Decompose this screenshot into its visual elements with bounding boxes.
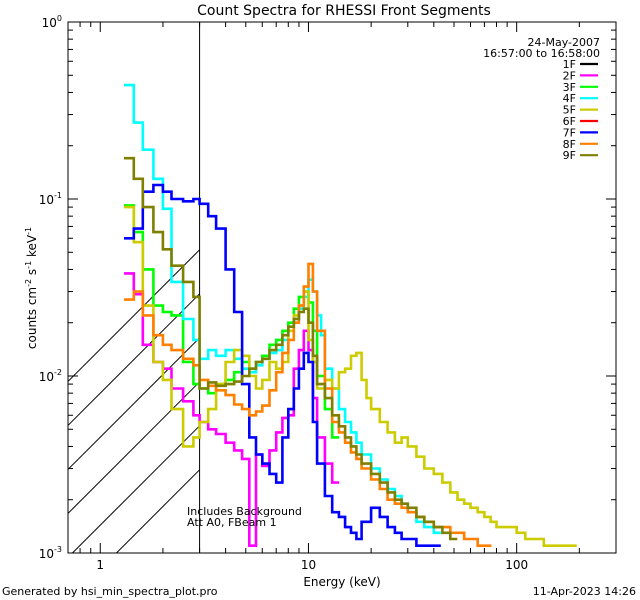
series-line-3F — [124, 204, 340, 439]
hatch-line — [68, 293, 200, 426]
hatch-line — [71, 425, 200, 553]
y-tick-base: 10 — [42, 16, 57, 30]
legend-label-7F: 7F — [563, 126, 576, 139]
excluded-energy-hatch — [68, 22, 201, 553]
y-label-exp2: -1 — [24, 261, 33, 269]
hatch-line — [68, 337, 200, 470]
observation-time-range: 16:57:00 to 16:58:00 — [483, 47, 600, 60]
y-tick-base: 10 — [39, 193, 54, 207]
y-label-exp1: -2 — [24, 279, 33, 287]
y-label-base: counts cm — [25, 287, 39, 349]
y-axis-label: counts cm-2 s-1 keV-1 — [24, 227, 39, 349]
spectra-series — [124, 83, 577, 547]
hatch-line — [115, 469, 200, 553]
y-tick-label: 100 — [42, 14, 62, 30]
series-line-9F — [124, 156, 458, 541]
legend-label-1F: 1F — [563, 58, 576, 71]
y-tick-exp: -3 — [54, 545, 62, 554]
x-axis-label: Energy (keV) — [303, 575, 380, 589]
series-line-7F — [124, 183, 441, 547]
y-tick-base: 10 — [39, 547, 54, 561]
generated-by-text: Generated by hsi_min_spectra_plot.pro — [2, 585, 218, 598]
y-tick-label: 10-1 — [39, 191, 62, 207]
legend-label-6F: 6F — [563, 115, 576, 128]
y-tick-base: 10 — [39, 370, 54, 384]
y-tick-label: 10-2 — [39, 368, 62, 384]
hatch-lines — [68, 249, 200, 553]
y-tick-exp: -2 — [54, 368, 62, 377]
annotation-attenuator: Att A0, FBeam 1 — [187, 516, 277, 529]
series-clip-group — [124, 83, 577, 547]
x-tick-label: 100 — [505, 558, 528, 572]
legend-label-2F: 2F — [563, 69, 576, 82]
x-tick-label: 1 — [96, 558, 104, 572]
y-label-mid2: keV — [25, 234, 39, 261]
chart-title: Count Spectra for RHESSI Front Segments — [197, 3, 491, 19]
y-tick-label: 10-3 — [39, 545, 62, 561]
y-tick-exp: 0 — [57, 14, 62, 23]
observation-date: 24-May-2007 — [528, 36, 600, 49]
annotation-background: Includes Background — [187, 505, 302, 518]
legend-label-5F: 5F — [563, 104, 576, 117]
legend-label-3F: 3F — [563, 81, 576, 94]
hatch-line — [68, 249, 200, 382]
y-label-mid: s — [25, 269, 39, 279]
plot-frame — [67, 21, 617, 554]
y-label-exp3: -1 — [24, 227, 33, 235]
y-tick-exp: -1 — [54, 191, 62, 200]
x-tick-label: 10 — [301, 558, 316, 572]
series-line-5F — [124, 205, 577, 547]
generation-timestamp: 11-Apr-2023 14:26 — [533, 585, 636, 598]
legend-label-8F: 8F — [563, 138, 576, 151]
legend-label-9F: 9F — [563, 149, 576, 162]
legend-label-4F: 4F — [563, 92, 576, 105]
hatch-line — [68, 381, 200, 514]
